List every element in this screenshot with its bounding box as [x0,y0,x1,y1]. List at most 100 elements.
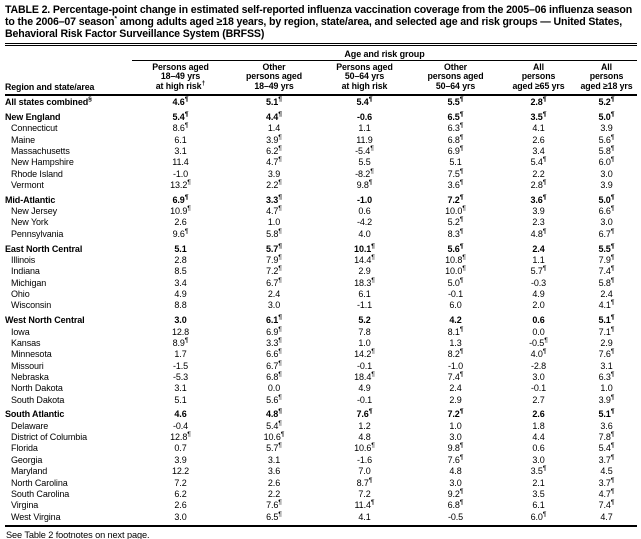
column-header: Persons aged 50–64 yrs at high risk [336,61,393,92]
value-cell: 3.6 [600,420,613,431]
value-cell: 1.1 [358,123,371,134]
value-cell: 3.5¶ [530,110,547,122]
value-cell: 1.1 [532,254,545,265]
value-cell: 5.8¶ [598,276,615,288]
table-row: All states combined§ 4.6¶ 5.1¶ 5.4¶ 5.5¶ 2.8¶… [5,96,637,108]
value-cell: 1.3 [449,337,462,348]
value-cell: -0.1 [356,394,373,405]
value-cell: -0.4 [172,420,189,431]
value-cell: 3.7¶ [598,453,615,465]
value-cell: 6.1 [174,134,187,145]
value-cell: -2.8 [530,360,547,371]
value-cell: 6.1 [358,289,371,299]
value-cell: 5.5¶ [447,96,464,107]
value-cell: 7.6¶ [356,408,373,420]
table-row: Indiana 8.5 7.2¶ 2.9 10.0¶ 5.7¶ 7.4¶ [5,265,637,277]
value-cell: 5.6¶ [598,133,615,145]
value-cell: 10.8¶ [445,253,466,265]
table-row: Iowa 12.8 6.9¶ 7.8 8.1¶ 0.0 7.1¶ [5,325,637,338]
value-cell: 3.0 [174,511,187,522]
value-cell: 4.4 [532,432,545,443]
value-cell: 2.4 [532,243,545,254]
value-cell: 2.4 [267,289,281,299]
value-cell: 5.4¶ [172,110,189,122]
value-cell: 0.0 [267,383,281,394]
value-cell: 5.1¶ [598,314,615,326]
table-row: Virgina 2.6 7.6¶ 11.4¶ 6.8¶ 6.1 7.4¶ [5,499,637,511]
row-label: North Carolina [11,477,68,488]
value-cell: 7.2¶ [447,193,464,205]
value-cell: 4.7¶ [266,205,282,217]
row-label: Minnesota [11,349,52,360]
value-cell: 13.2¶ [170,178,191,190]
table-row: New Jersey 10.9¶ 4.7¶ 0.6 10.0¶ 3.9 6.6¶ [5,205,637,217]
value-cell: 5.1 [174,394,187,405]
value-cell: 1.0 [449,420,462,431]
value-cell: 3.0 [532,454,545,465]
value-cell: -5.3 [172,371,189,382]
value-cell: -0.1 [356,360,373,371]
row-label: Virgina [11,500,39,511]
value-cell: 1.7 [174,349,187,360]
row-label: East North Central [5,243,83,254]
row-label: Georgia [11,454,43,465]
row-label: Mid-Atlantic [5,194,56,205]
value-cell: 4.5 [600,466,613,477]
value-cell: 3.9 [600,123,613,134]
value-cell: 5.4¶ [356,96,373,107]
value-cell: 6.6¶ [598,205,615,217]
table-row: New England 5.4¶ 4.4¶ -0.6 6.5¶ 3.5¶ 5.0¶ [5,110,637,123]
value-cell: 5.7¶ [266,442,282,454]
row-label: Maryland [11,466,48,477]
value-cell: 2.9 [449,394,462,405]
column-header-row: Region and state/area Persons aged 18–49 … [5,61,637,96]
value-cell: 5.1 [449,157,462,168]
table-row: Michigan 3.4 6.7¶ 18.3¶ 5.0¶ -0.3 5.8¶ [5,276,637,289]
value-cell: 6.0¶ [598,156,615,168]
value-cell: 5.2 [358,315,371,326]
value-cell: 6.7¶ [266,359,282,371]
row-label: Wisconsin [11,300,52,311]
value-cell: 3.6¶ [530,193,547,205]
value-cell: 5.8¶ [598,144,615,156]
table-row: Maine 6.1 3.9¶ 11.9 6.8¶ 2.6 5.6¶ [5,133,637,146]
value-cell: 8.6¶ [172,122,189,134]
value-cell: 5.1¶ [598,408,615,420]
row-label: Vermont [11,179,44,190]
table-row: Georgia 3.9 3.1 -1.6 7.6¶ 3.0 3.7¶ [5,453,637,466]
value-cell: 6.9¶ [266,325,282,337]
value-cell: 0.6 [358,206,371,217]
row-label: Florida [11,443,38,454]
table-row: Ohio 4.9 2.4 6.1 -0.1 4.9 2.4 [5,289,637,300]
row-label: South Carolina [11,488,70,499]
row-label: Connecticut [11,123,58,134]
value-cell: 2.6 [174,217,187,228]
row-label: Delaware [11,420,49,431]
value-cell: 6.3¶ [598,370,615,382]
value-cell: 14.2¶ [354,348,375,360]
value-cell: 1.0 [358,337,371,348]
row-label: Illinois [11,254,36,265]
value-cell: 5.0¶ [447,276,464,288]
value-cell: 7.2¶ [447,408,464,420]
value-cell: 5.6¶ [447,242,464,254]
value-cell: 3.4 [532,145,545,156]
value-cell: -0.3 [530,277,547,288]
value-cell: 5.4¶ [598,442,615,454]
value-cell: 2.8¶ [530,96,547,107]
value-cell: 3.0 [449,477,462,488]
row-label: Ohio [11,289,30,299]
table-row: West North Central 3.0 6.1¶ 5.2 4.2 0.6 5.1¶ [5,314,637,326]
value-cell: 3.7¶ [598,476,615,488]
table-row: District of Columbia 12.8¶ 10.6¶ 4.8 3.0 4.4 7… [5,431,637,443]
value-cell: 7.0 [358,466,371,477]
value-cell: 1.0 [267,217,281,228]
value-cell: 7.4¶ [598,265,615,277]
value-cell: 11.4 [172,157,189,168]
value-cell: 5.7¶ [266,242,282,254]
value-cell: 7.8¶ [598,431,615,443]
value-cell: 5.0¶ [598,110,615,122]
value-cell: 6.3¶ [447,122,464,134]
value-cell: 0.7 [174,443,187,454]
value-cell: 9.8¶ [356,178,373,190]
